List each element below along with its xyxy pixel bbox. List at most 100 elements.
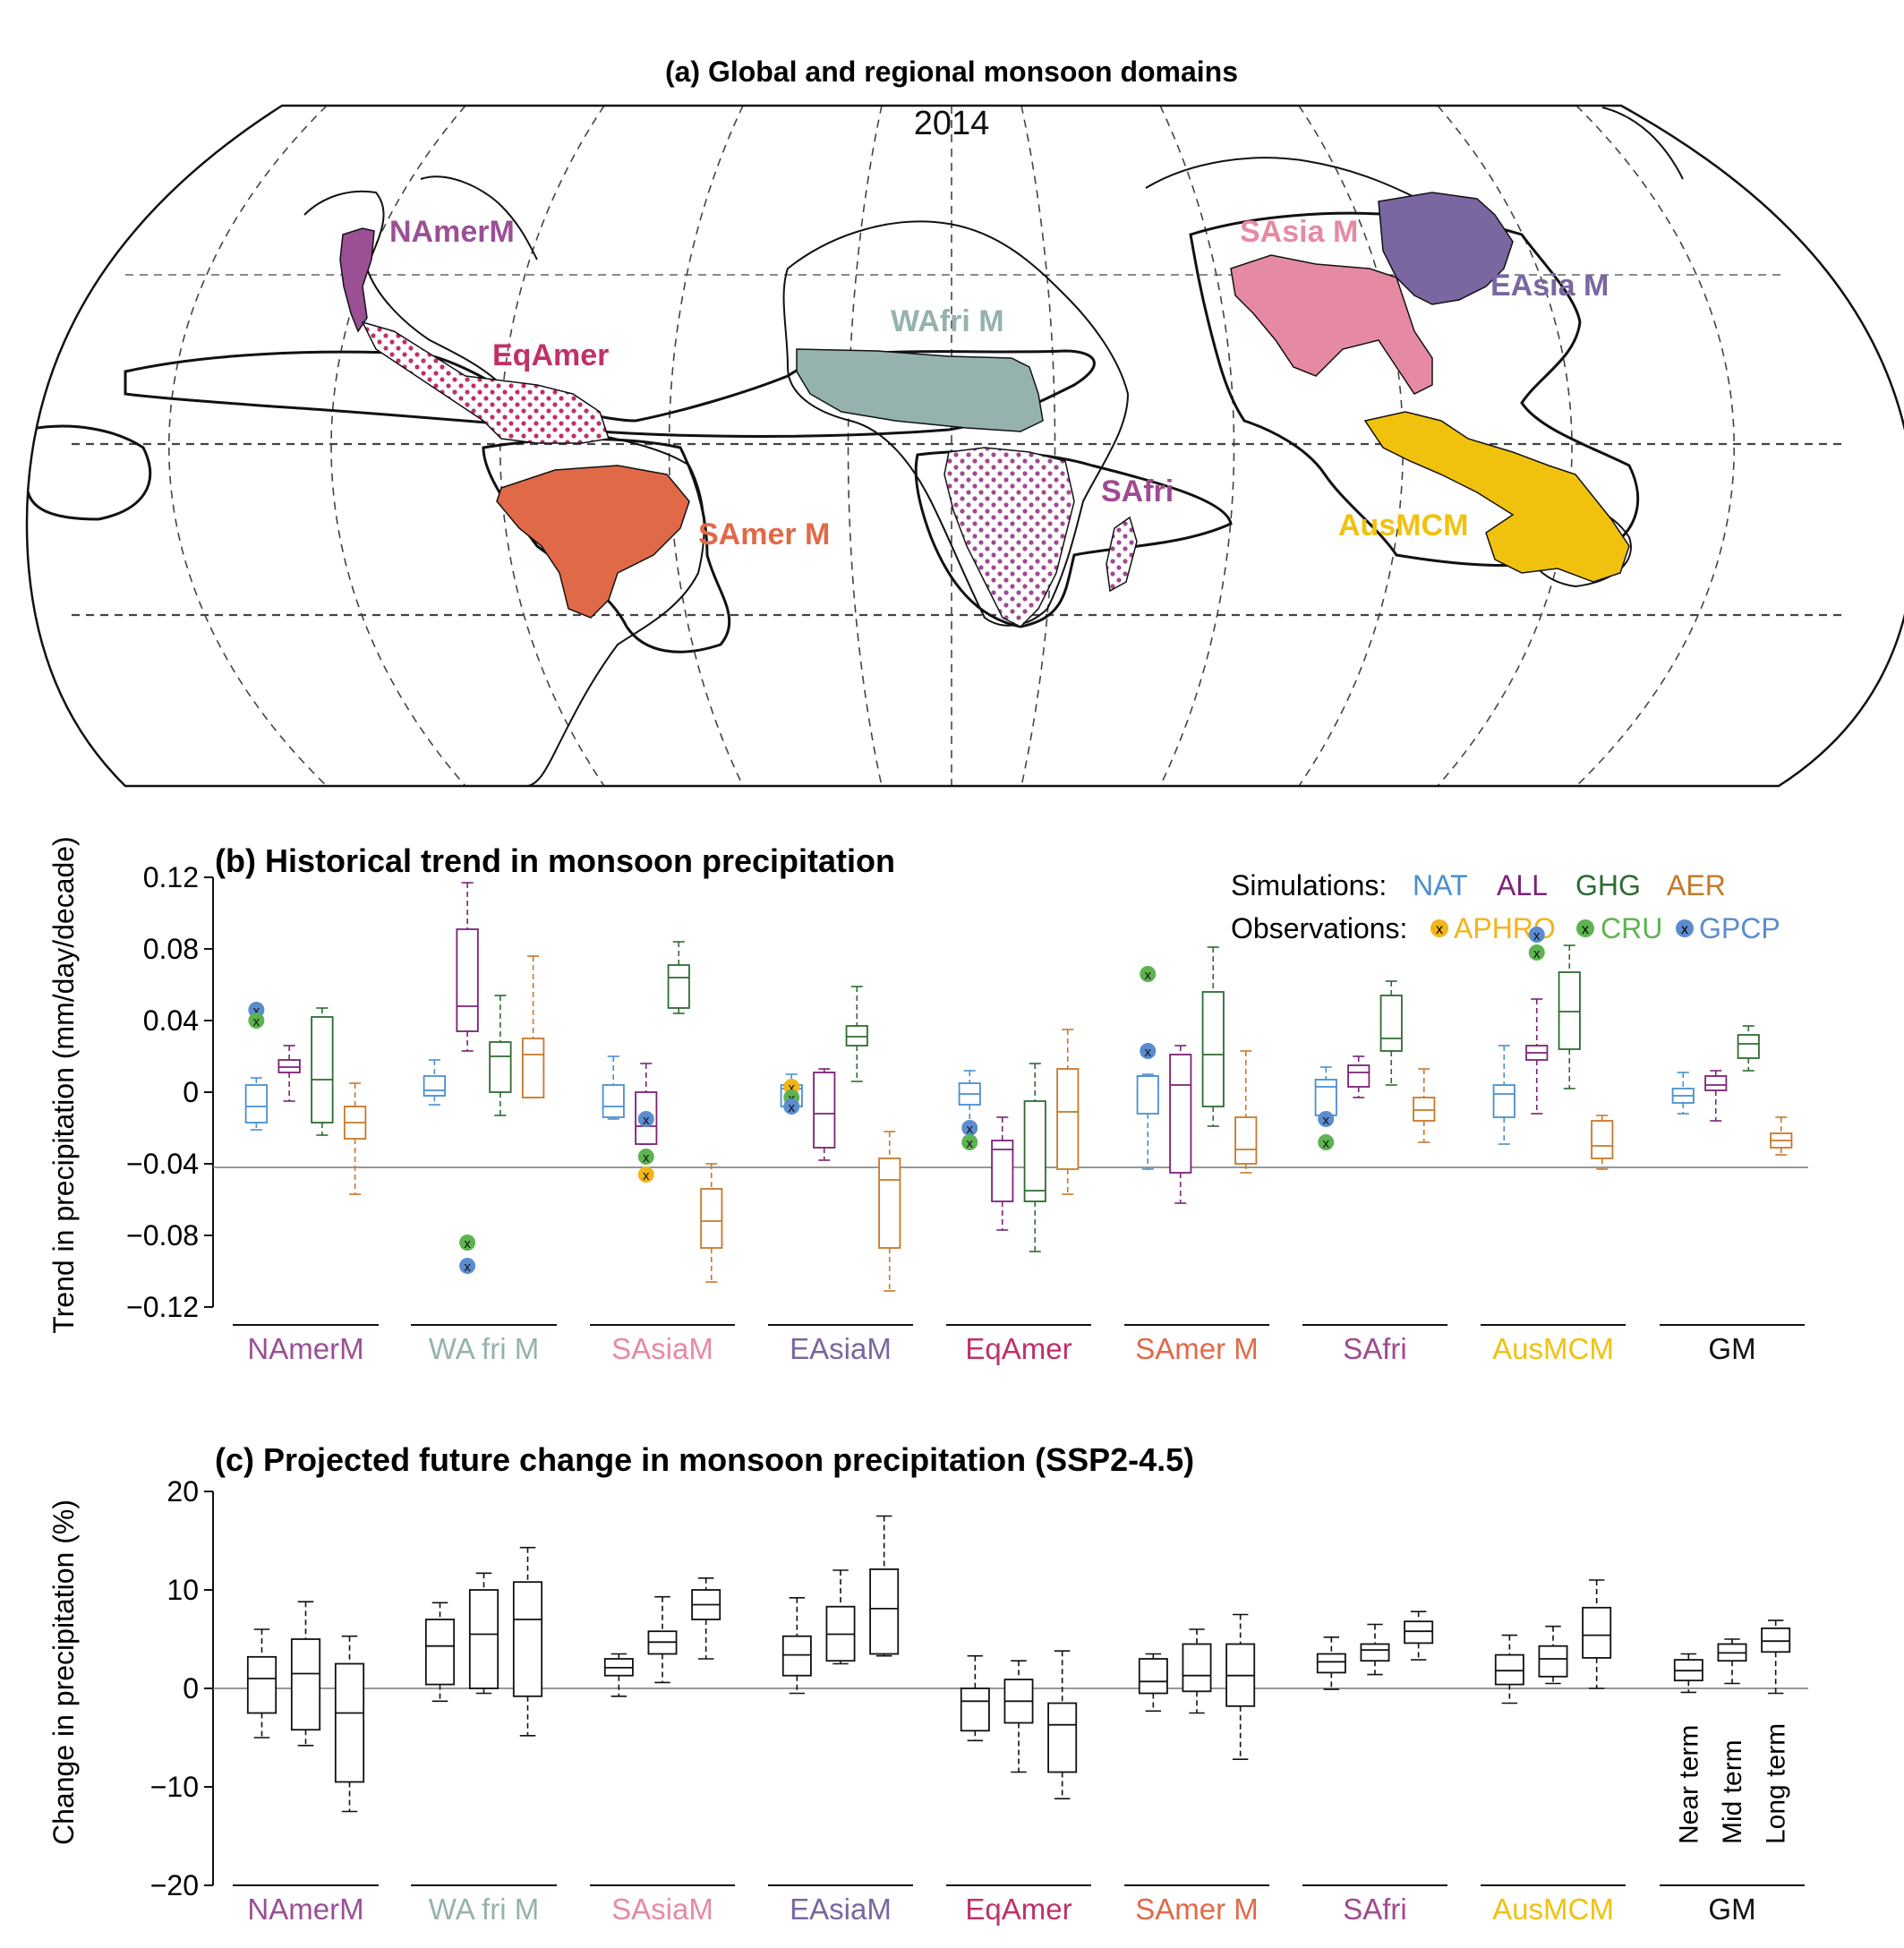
box-all [813, 1068, 836, 1161]
category-ausmcm: AusMCM xx [1481, 927, 1626, 1365]
obs-marker-gpcp: x [637, 1111, 654, 1128]
region-sasiam-shape [1230, 254, 1433, 395]
panel-c-ytick-label: 0 [183, 1672, 199, 1704]
category-label: GM [1708, 1892, 1755, 1926]
box-all [277, 1045, 301, 1102]
obs-marker-glyph: x [253, 1004, 260, 1019]
obs-marker-cru: x [1528, 944, 1545, 961]
iqr-box [813, 1072, 836, 1149]
legend-aphro-marker-glyph: x [1436, 922, 1443, 937]
iqr-box [845, 1025, 868, 1047]
region-ausmcm-shape [1363, 411, 1630, 583]
obs-marker-glyph: x [1533, 928, 1541, 944]
obs-marker-glyph: x [967, 1122, 974, 1137]
iqr-box [1182, 1643, 1212, 1693]
box-nat [602, 1055, 625, 1120]
category-wafrim: WA fri M xx [411, 882, 557, 1365]
category-gm: GM [1660, 1619, 1805, 1926]
box-period-1 [1494, 1634, 1524, 1704]
box-period-2 [290, 1601, 321, 1747]
obs-marker-dot [248, 1012, 265, 1029]
iqr-box [1047, 1702, 1078, 1773]
panel-c-ytick-label: 10 [166, 1574, 199, 1606]
box-period-2 [1182, 1628, 1212, 1714]
legend-ghg: GHG [1575, 869, 1641, 901]
obs-marker-cru: x [961, 1134, 978, 1151]
obs-marker-dot [459, 1235, 476, 1251]
box-period-1 [1138, 1653, 1168, 1713]
iqr-box [1023, 1100, 1046, 1202]
box-all [1347, 1055, 1370, 1098]
category-wafrim: WA fri M [411, 1546, 557, 1926]
iqr-box [1761, 1628, 1791, 1653]
region-easiam-shape [1378, 192, 1514, 305]
region-label-safri: SAfri [1101, 474, 1174, 508]
box-aer [700, 1163, 723, 1283]
panel-b-ytick-label: −0.04 [126, 1148, 199, 1180]
category-label: EAsiaM [790, 1332, 892, 1365]
box-nat [1492, 1045, 1516, 1145]
box-aer [1056, 1029, 1080, 1195]
legend-aphro-marker: x [1430, 919, 1448, 937]
region-label-eqamer: EqAmer [492, 338, 609, 372]
region-label-ausmcm: AusMCM [1338, 508, 1468, 543]
box-nat [1671, 1072, 1695, 1115]
iqr-box [468, 1589, 499, 1689]
panel-b-legend: Simulations: NAT ALL GHG AER Observation… [1231, 869, 1780, 944]
obs-marker-gpcp: x [1318, 1111, 1335, 1128]
region-wafrim-shape [796, 348, 1044, 432]
obs-marker-glyph: x [1145, 1045, 1152, 1060]
iqr-box [1404, 1620, 1434, 1645]
iqr-box [1347, 1064, 1370, 1088]
obs-marker-dot [1528, 944, 1545, 961]
obs-marker-dot [637, 1166, 654, 1183]
iqr-box [878, 1158, 901, 1249]
obs-marker-dot [1318, 1111, 1335, 1127]
map-frame [25, 104, 1904, 788]
period-label: Long term [1762, 1723, 1791, 1844]
category-label: GM [1708, 1332, 1755, 1365]
box-period-3 [1582, 1579, 1612, 1689]
historical-trend-panel: (b) Historical trend in monsoon precipit… [47, 836, 1808, 1365]
box-period-3 [1761, 1619, 1791, 1695]
obs-marker-glyph: x [789, 1081, 796, 1096]
obs-marker-dot [637, 1111, 654, 1127]
iqr-box [1413, 1097, 1436, 1122]
iqr-box [1138, 1658, 1168, 1695]
panel-b-ytick-label: 0.08 [143, 933, 199, 965]
box-aer [1413, 1068, 1436, 1143]
region-safri-madagascar [1106, 516, 1138, 593]
future-change-panel: (c) Projected future change in monsoon p… [47, 1441, 1808, 1926]
obs-marker-aphro: x [637, 1166, 654, 1183]
obs-marker-dot [459, 1258, 476, 1274]
obs-marker-gpcp: x [961, 1120, 978, 1137]
box-period-2 [647, 1595, 678, 1684]
category-label: EqAmer [965, 1892, 1072, 1926]
obs-marker-dot [783, 1098, 800, 1115]
category-eqamer: EqAmer xx [946, 1029, 1091, 1365]
iqr-box [1316, 1653, 1346, 1674]
iqr-box [960, 1687, 990, 1732]
iqr-box [991, 1140, 1014, 1202]
obs-marker-dot [1140, 1043, 1157, 1059]
legend-gpcp-marker-glyph: x [1681, 922, 1688, 937]
iqr-box [311, 1016, 334, 1124]
region-samerm-shape [496, 465, 690, 619]
panel-b-ytick-label: 0.12 [143, 861, 199, 893]
obs-marker-gpcp: x [1140, 1043, 1157, 1060]
legend-cru-marker: x [1576, 919, 1594, 937]
box-nat [423, 1059, 447, 1106]
obs-marker-glyph: x [1533, 946, 1541, 961]
region-label-easiam: EAsia M [1490, 269, 1609, 303]
box-period-2 [1717, 1638, 1747, 1685]
category-label: WA fri M [429, 1332, 539, 1365]
iqr-box [869, 1568, 900, 1655]
iqr-box [1492, 1084, 1516, 1118]
obs-marker-glyph: x [967, 1136, 974, 1151]
obs-marker-cru: x [248, 1012, 265, 1030]
monsoon-regions [339, 192, 1630, 628]
panel-c-ytick-label: −20 [150, 1869, 199, 1901]
legend-aer: AER [1667, 869, 1726, 901]
